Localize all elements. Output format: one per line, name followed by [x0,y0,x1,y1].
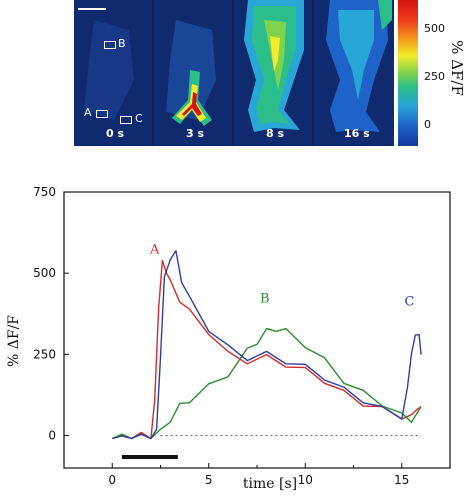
roi-label-b: B [118,37,126,50]
colorbar-tick-500: 500 [424,22,445,35]
stimulus-bar-mark [121,455,178,460]
y-tick-label: 750 [33,185,56,199]
fluorescence-image-strip: B A C 0 s 3 s 8 s 16 [74,0,394,146]
series-a-line [112,259,422,440]
cell-image-16s [314,0,394,146]
plot-border [63,191,451,469]
cell-image-8s [234,0,312,146]
image-panel-8s: 8 s [234,0,312,146]
colorbar-tick-250: 250 [424,70,445,83]
roi-label-c: C [135,112,143,125]
roi-box-a [96,110,108,118]
series-c-line [112,250,422,440]
scale-bar [78,8,106,10]
colorbar [398,0,418,146]
panel-time-label: 3 s [186,127,205,140]
x-tick-label: 5 [205,473,213,487]
y-tick-label: 500 [33,266,56,280]
cell-image-0s [74,0,152,146]
y-tick-label: 0 [48,429,56,443]
axis-ticks: 0 5 10 15 0 250 500 750 [33,185,409,487]
series-labels: A B C [149,243,414,310]
panel-time-label: 0 s [106,127,125,140]
stimulus-bar [121,455,178,460]
plot-frame [63,191,451,469]
roi-box-b [104,41,116,49]
x-tick-label: 0 [108,473,116,487]
panel-time-label: 8 s [266,127,285,140]
y-tick-label: 250 [33,347,56,361]
colorbar-title: % ΔF/F [448,40,466,96]
series-b-label: B [260,291,270,306]
image-panel-3s: 3 s [154,0,232,146]
x-tick-label: 15 [394,473,409,487]
cell-image-3s [154,0,232,146]
x-axis-title: time [s] [243,476,297,492]
fluorescence-time-course-chart: 0 5 10 15 0 250 500 750 A B C time [s] % ΔF/F [6,185,451,492]
roi-label-a: A [84,106,92,119]
series-c-label: C [404,295,414,310]
image-panel-16s: 16 s [314,0,394,146]
colorbar-tick-0: 0 [424,118,431,131]
series-lines [112,250,422,440]
series-a-label: A [149,243,160,258]
image-panel-0s: B A C 0 s [74,0,152,146]
panel-time-label: 16 s [344,127,370,140]
y-axis-title: % ΔF/F [6,315,22,367]
roi-box-c [120,116,132,124]
x-tick-label: 10 [298,473,313,487]
